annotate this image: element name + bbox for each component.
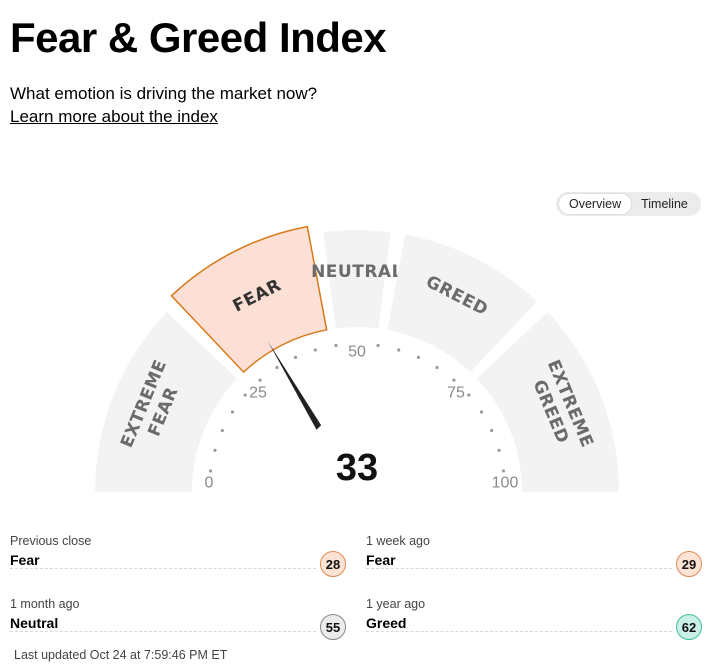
gauge-tick-dot [243, 393, 247, 397]
gauge-tick-dot [452, 378, 456, 382]
gauge-tick-dot [275, 365, 279, 370]
gauge-tick-label: 75 [447, 385, 465, 402]
view-toggle: Overview Timeline [556, 192, 701, 216]
gauge-tick-dot [467, 393, 471, 397]
gauge-tick-dot [230, 410, 235, 414]
stat-1-week-ago: 1 week ago Fear 29 [366, 534, 702, 584]
gauge-tick-dot [416, 355, 421, 359]
gauge-tick-dot [397, 348, 401, 352]
gauge-tick-label: 50 [348, 344, 366, 361]
stat-score-badge: 55 [320, 614, 346, 640]
page-title: Fear & Greed Index [10, 14, 387, 61]
stat-rating: Fear [10, 552, 40, 568]
gauge-tick-dot [376, 343, 380, 348]
gauge-hub [302, 412, 412, 520]
stat-rating: Neutral [10, 615, 59, 631]
gauge-tick-dot [313, 348, 317, 352]
stat-rating: Greed [366, 615, 407, 631]
stat-score-badge: 29 [676, 551, 702, 577]
gauge-segment [387, 234, 538, 373]
gauge-tick-dot [497, 448, 501, 452]
stat-label: 1 year ago [366, 597, 426, 611]
gauge-segment [95, 311, 238, 492]
gauge-score: 33 [336, 447, 378, 489]
gauge-tick-dot [334, 343, 338, 348]
tab-timeline[interactable]: Timeline [641, 197, 688, 211]
stat-label: 1 week ago [366, 534, 430, 548]
gauge-tick-dot [435, 365, 439, 370]
gauge-tick-dot [490, 428, 494, 433]
gauge-segment-label: NEUTRAL [311, 262, 403, 282]
gauge-tick-dot [258, 378, 262, 382]
tab-overview[interactable]: Overview [559, 194, 632, 214]
gauge-tick-label: 100 [492, 475, 519, 492]
stat-rating: Fear [366, 552, 396, 568]
gauge-segment [476, 311, 619, 492]
stat-score-badge: 28 [320, 551, 346, 577]
gauge-tick-dot [501, 469, 506, 473]
gauge-segment [170, 225, 328, 374]
gauge-tick-dot [208, 469, 213, 473]
gauge-tick-dot [479, 410, 484, 414]
learn-more-link[interactable]: Learn more about the index [10, 107, 218, 126]
gauge-tick-dot [293, 355, 298, 359]
stat-1-year-ago: 1 year ago Greed 62 [366, 597, 702, 647]
gauge-segment [323, 230, 391, 329]
gauge-tick-dot [213, 448, 217, 452]
gauge-tick-label: 25 [249, 385, 267, 402]
gauge-tick-label: 0 [205, 475, 214, 492]
last-updated-text: Last updated Oct 24 at 7:59:46 PM ET [14, 648, 228, 662]
stat-score-badge: 62 [676, 614, 702, 640]
stat-label: Previous close [10, 534, 92, 548]
page-subtitle: What emotion is driving the market now? [10, 84, 318, 103]
gauge-tick-dot [220, 428, 224, 433]
stat-label: 1 month ago [10, 597, 80, 611]
stat-previous-close: Previous close Fear 28 [10, 534, 346, 584]
stat-1-month-ago: 1 month ago Neutral 55 [10, 597, 346, 647]
